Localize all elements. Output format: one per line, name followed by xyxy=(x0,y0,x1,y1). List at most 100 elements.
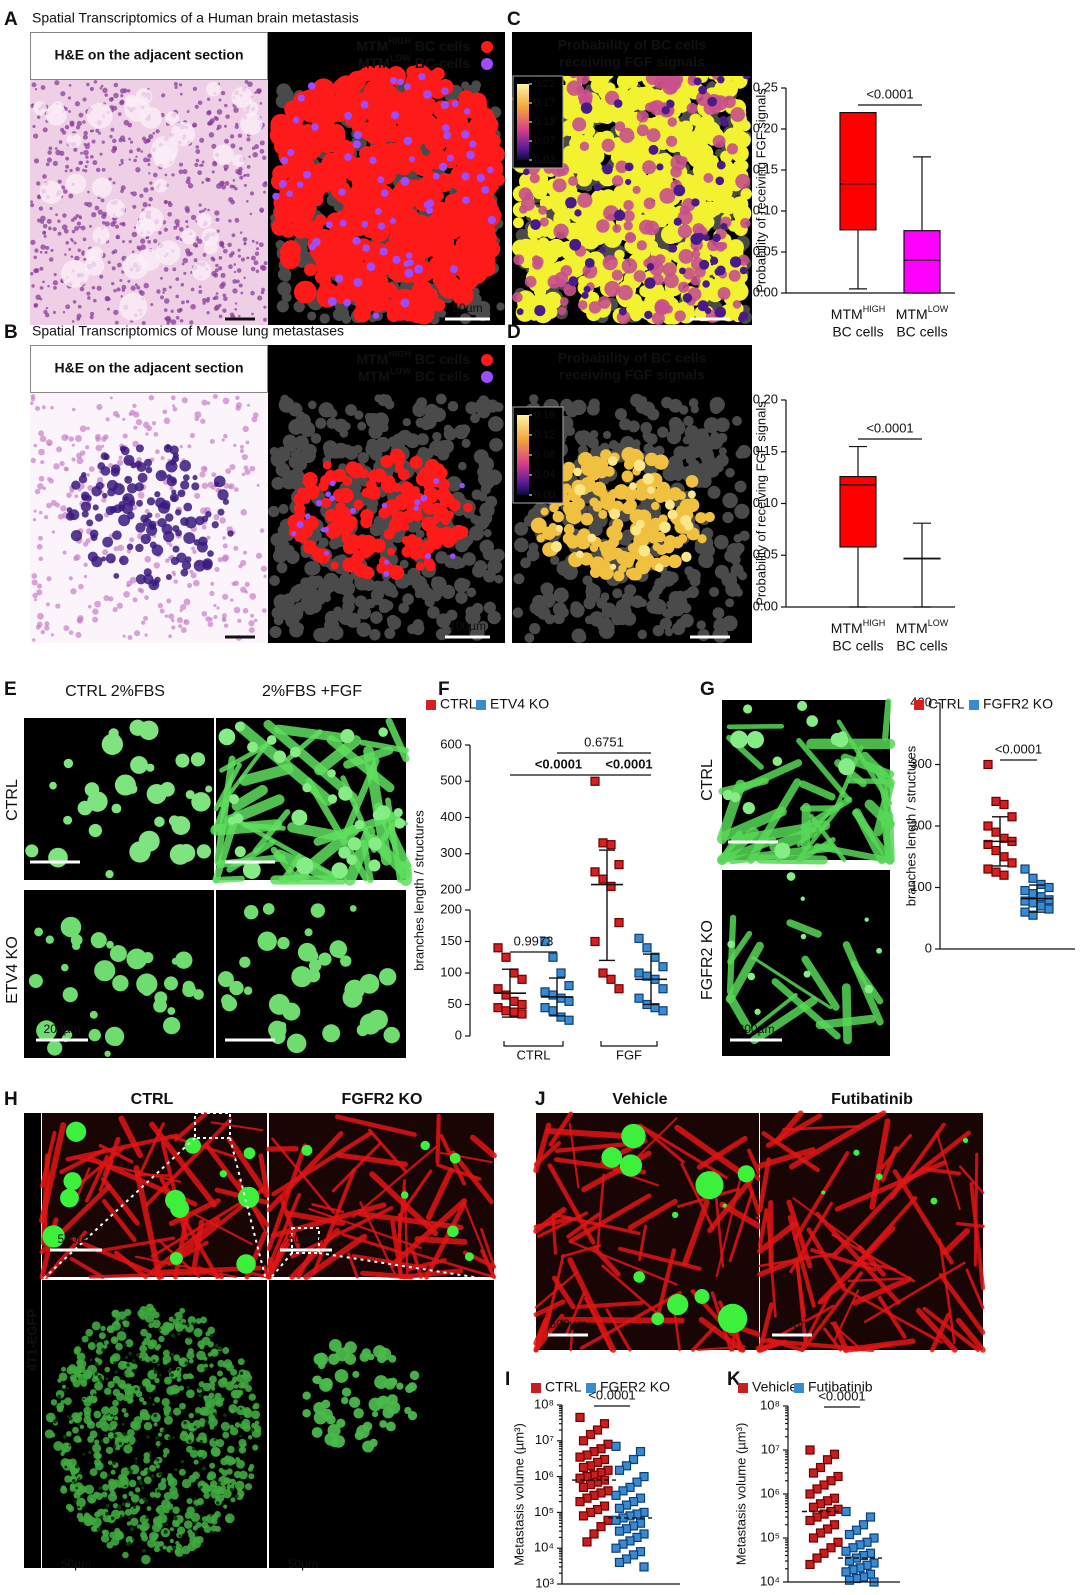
cell xyxy=(92,616,99,623)
cell xyxy=(69,168,73,173)
cell xyxy=(279,1021,287,1030)
cell xyxy=(579,141,590,151)
cell xyxy=(600,493,611,504)
cell xyxy=(163,417,171,425)
cell xyxy=(663,122,680,140)
cell xyxy=(576,633,587,643)
cell xyxy=(513,573,525,585)
cell xyxy=(436,448,450,461)
cell xyxy=(39,286,44,290)
cell xyxy=(213,615,218,620)
cell xyxy=(360,534,377,551)
cell xyxy=(139,193,144,198)
cell xyxy=(224,181,230,186)
cell xyxy=(583,231,601,249)
cell xyxy=(630,309,643,322)
cell xyxy=(403,136,413,146)
cell xyxy=(51,530,56,534)
cell xyxy=(684,566,695,576)
cell xyxy=(133,425,138,430)
cell xyxy=(239,146,243,151)
cell xyxy=(377,222,386,230)
cell xyxy=(432,172,440,180)
cell xyxy=(211,270,217,277)
cell xyxy=(365,127,382,144)
cell xyxy=(483,529,492,538)
cell xyxy=(377,176,385,184)
cell xyxy=(175,235,180,240)
cell xyxy=(440,100,449,110)
cell xyxy=(386,547,396,556)
cell xyxy=(92,160,98,166)
cell xyxy=(30,200,33,204)
cell xyxy=(118,455,123,460)
cell xyxy=(723,95,736,109)
cell xyxy=(679,204,691,216)
cell xyxy=(430,405,440,415)
cell xyxy=(223,167,228,172)
cell xyxy=(722,511,734,524)
cell xyxy=(166,598,172,604)
cell xyxy=(73,216,77,221)
cell xyxy=(411,279,433,301)
cell xyxy=(219,517,226,524)
cell xyxy=(33,509,37,513)
cell xyxy=(136,285,141,290)
cell xyxy=(36,612,44,620)
cell xyxy=(215,217,220,222)
cell xyxy=(87,604,92,609)
cell xyxy=(221,996,238,1012)
cell xyxy=(235,395,240,401)
cell xyxy=(685,475,699,488)
cell xyxy=(61,130,67,135)
cell xyxy=(536,534,545,543)
cell xyxy=(105,417,110,422)
cell xyxy=(306,598,322,614)
cell xyxy=(63,625,70,632)
cell xyxy=(534,305,546,317)
cell xyxy=(347,450,357,459)
cell xyxy=(635,519,645,529)
cell xyxy=(587,533,597,543)
cell xyxy=(170,309,174,313)
cell xyxy=(154,491,161,498)
cell xyxy=(92,226,110,244)
cell xyxy=(311,123,319,131)
cell xyxy=(169,1251,183,1265)
cell xyxy=(623,199,634,211)
cell xyxy=(147,163,151,167)
cell xyxy=(292,116,300,124)
cell xyxy=(243,242,247,245)
cell xyxy=(559,297,569,306)
cell xyxy=(735,173,751,189)
legend-dot xyxy=(481,41,493,53)
cell xyxy=(611,175,624,187)
cell xyxy=(200,163,204,167)
cell xyxy=(210,256,215,261)
cell xyxy=(214,566,220,573)
cell xyxy=(623,221,633,231)
cell xyxy=(277,936,290,950)
cell xyxy=(619,127,635,143)
cell xyxy=(659,521,671,533)
cell xyxy=(514,537,529,553)
cell xyxy=(40,244,46,250)
cell xyxy=(162,409,168,415)
cell xyxy=(135,574,147,585)
cell xyxy=(222,536,226,540)
cell xyxy=(591,171,602,182)
cell xyxy=(384,559,390,565)
cell xyxy=(240,586,247,593)
cell xyxy=(702,280,710,288)
cell xyxy=(102,492,108,499)
cell xyxy=(241,453,248,461)
cell xyxy=(175,315,180,320)
cell xyxy=(160,456,165,461)
cell xyxy=(68,110,71,113)
cell xyxy=(675,618,688,630)
cell xyxy=(126,543,134,551)
cell xyxy=(237,618,242,623)
cell xyxy=(228,197,234,203)
cell xyxy=(621,258,638,274)
cell xyxy=(113,249,118,254)
